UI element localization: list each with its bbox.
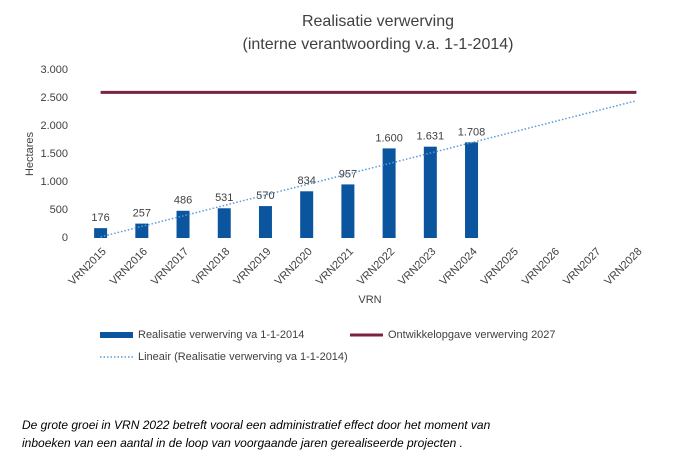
chart-subtitle: (interne verantwoording v.a. 1-1-2014)	[243, 36, 514, 53]
x-tick-label: VRN2022	[355, 246, 397, 288]
data-label: 257	[133, 208, 151, 220]
y-tick-label: 3.000	[40, 64, 68, 76]
x-tick-label: VRN2027	[561, 246, 603, 288]
data-label: 570	[256, 190, 274, 202]
bar	[423, 146, 437, 238]
bar	[341, 184, 355, 238]
data-label: 1.708	[458, 126, 486, 138]
chart-title: Realisatie verwerving	[302, 13, 454, 30]
footnote: inboeken van een aantal in de loop van v…	[22, 436, 463, 450]
data-label: 834	[297, 175, 315, 187]
x-tick-label: VRN2019	[231, 246, 273, 288]
x-tick-label: VRN2025	[479, 246, 521, 288]
bar	[465, 142, 479, 238]
legend-label: Realisatie verwerving va 1-1-2014	[138, 329, 304, 341]
x-axis-label: VRN	[358, 294, 381, 306]
x-tick-label: VRN2018	[190, 246, 232, 288]
x-tick-label: VRN2028	[602, 246, 644, 288]
x-tick-label: VRN2024	[437, 246, 479, 288]
legend-label: Lineair (Realisatie verwerving va 1-1-20…	[138, 351, 348, 363]
bar	[258, 206, 272, 238]
data-label: 531	[215, 192, 233, 204]
y-tick-label: 2.000	[40, 120, 68, 132]
legend-swatch	[100, 332, 133, 338]
x-tick-label: VRN2021	[314, 246, 356, 288]
y-tick-label: 2.500	[40, 92, 68, 104]
y-tick-label: 1.000	[40, 176, 68, 188]
bar	[217, 208, 231, 238]
bar	[94, 228, 108, 238]
legend-label: Ontwikkelopgave verwerving 2027	[388, 329, 556, 341]
x-tick-label: VRN2017	[149, 246, 191, 288]
x-tick-label: VRN2026	[520, 246, 562, 288]
data-label: 1.600	[375, 132, 403, 144]
x-tick-label: VRN2023	[396, 246, 438, 288]
x-tick-label: VRN2015	[67, 246, 109, 288]
y-tick-label: 0	[62, 232, 68, 244]
y-tick-label: 500	[50, 204, 68, 216]
bar	[300, 191, 314, 238]
footnote: De grote groei in VRN 2022 betreft voora…	[22, 418, 491, 432]
y-tick-label: 1.500	[40, 148, 68, 160]
trend-line	[100, 100, 637, 238]
data-label: 176	[91, 212, 109, 224]
x-tick-label: VRN2020	[273, 246, 315, 288]
bar	[382, 148, 396, 238]
data-label: 486	[174, 195, 192, 207]
x-tick-label: VRN2016	[108, 246, 150, 288]
bar	[176, 210, 190, 238]
data-label: 957	[339, 168, 357, 180]
y-axis-label: Hectares	[24, 131, 36, 176]
data-label: 1.631	[417, 131, 445, 143]
